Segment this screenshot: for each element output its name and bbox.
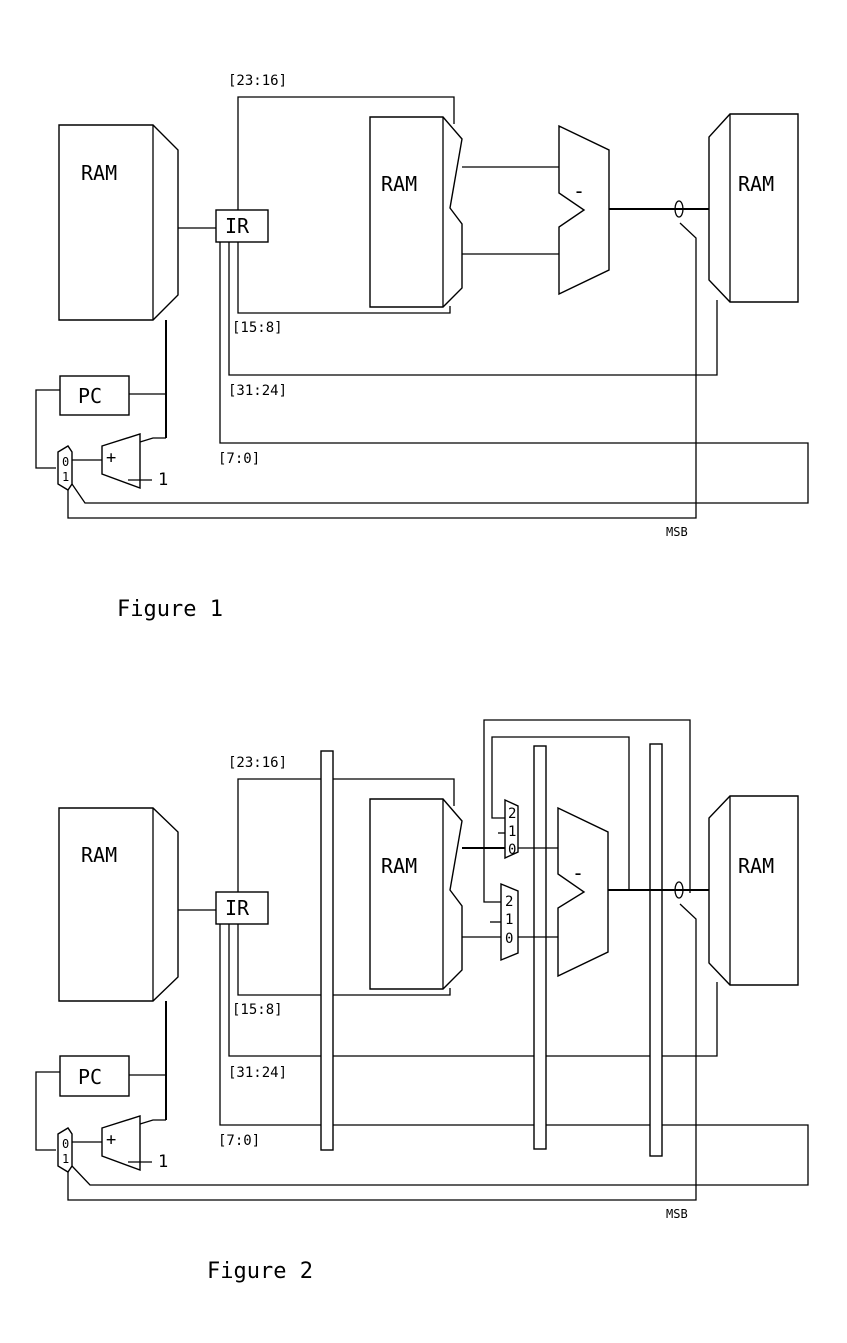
f1-label-23-16: [23:16] — [228, 73, 287, 89]
f2-mux-in0: 0 — [62, 1137, 69, 1151]
f2-subtractor: - — [557, 806, 609, 978]
figure-1-caption: Figure 1 — [117, 597, 223, 622]
f2-ir-label: IR — [225, 896, 250, 920]
f2-pc-mux: 0 1 — [57, 1127, 73, 1173]
f1-label-7-0: [7:0] — [218, 451, 260, 467]
f2-const-one: 1 — [158, 1152, 168, 1172]
svg-text:1: 1 — [505, 912, 513, 928]
svg-text:1: 1 — [508, 824, 516, 840]
f2-ir-wires — [71, 778, 809, 1186]
f2-ram-right: RAM — [708, 795, 799, 986]
svg-text:0: 0 — [508, 842, 516, 858]
f1-ram-left: RAM — [58, 124, 179, 321]
f2-ram-left-label: RAM — [81, 843, 117, 867]
f1-zero-bubble — [674, 200, 684, 218]
f1-mux-in0: 0 — [62, 455, 69, 469]
f2-subtractor-label: - — [572, 861, 584, 885]
f1-label-15-8: [15:8] — [232, 320, 283, 336]
f2-pipeline-register-3 — [649, 743, 663, 1157]
f1-label-31-24: [31:24] — [228, 383, 287, 399]
svg-text:2: 2 — [505, 894, 513, 910]
f2-ram-mid-label: RAM — [381, 854, 417, 878]
f1-const-one: 1 — [158, 470, 168, 490]
f2-label-23-16: [23:16] — [228, 755, 287, 771]
f2-pipeline-register-1 — [320, 750, 334, 1151]
f2-label-msb: MSB — [666, 1207, 688, 1221]
f1-ram-mid-label: RAM — [381, 172, 417, 196]
figure-2-caption: Figure 2 — [207, 1259, 313, 1284]
f2-zero-bubble — [674, 881, 684, 899]
f1-pc-register: PC — [59, 375, 130, 416]
f1-adder-label: + — [106, 448, 116, 468]
f2-label-31-24: [31:24] — [228, 1065, 287, 1081]
f2-mux-in1: 1 — [62, 1152, 69, 1166]
f2-forward-mux-b: 2 1 0 — [500, 882, 519, 962]
f2-forward-mux-a: 2 1 0 — [504, 798, 519, 860]
f1-ram-mid: RAM — [369, 116, 463, 308]
f1-pc-label: PC — [78, 384, 102, 408]
f2-label-15-8: [15:8] — [232, 1002, 283, 1018]
f2-pipeline-register-2 — [533, 745, 547, 1150]
f1-ram-right: RAM — [708, 113, 799, 303]
f2-pc-label: PC — [78, 1065, 102, 1089]
f1-adder: + 1 — [101, 433, 168, 490]
f1-ir-register: IR — [178, 209, 269, 243]
f1-ram-left-label: RAM — [81, 161, 117, 185]
f2-label-7-0: [7:0] — [218, 1133, 260, 1149]
f2-ram-left: RAM — [58, 807, 179, 1002]
f2-ram-right-label: RAM — [738, 854, 774, 878]
f1-subtractor: - — [558, 124, 610, 296]
f1-ir-label: IR — [225, 214, 250, 238]
svg-text:0: 0 — [505, 931, 513, 947]
f1-subtractor-label: - — [573, 179, 585, 203]
figure-2: RAM IR RAM — [35, 719, 809, 1284]
f1-label-msb: MSB — [666, 525, 688, 539]
f2-ir-register: IR — [178, 891, 269, 925]
f1-pc-mux: 0 1 — [57, 445, 73, 491]
f2-ram-mid: RAM — [369, 798, 463, 990]
f2-pc-register: PC — [59, 1055, 130, 1097]
f2-adder: + 1 — [101, 1115, 168, 1172]
svg-text:2: 2 — [508, 806, 516, 822]
f1-ram-right-label: RAM — [738, 172, 774, 196]
f2-adder-label: + — [106, 1130, 116, 1150]
figure-1: RAM IR RAM - — [35, 73, 809, 622]
f1-ir-wires — [71, 96, 809, 504]
f1-mux-in1: 1 — [62, 470, 69, 484]
